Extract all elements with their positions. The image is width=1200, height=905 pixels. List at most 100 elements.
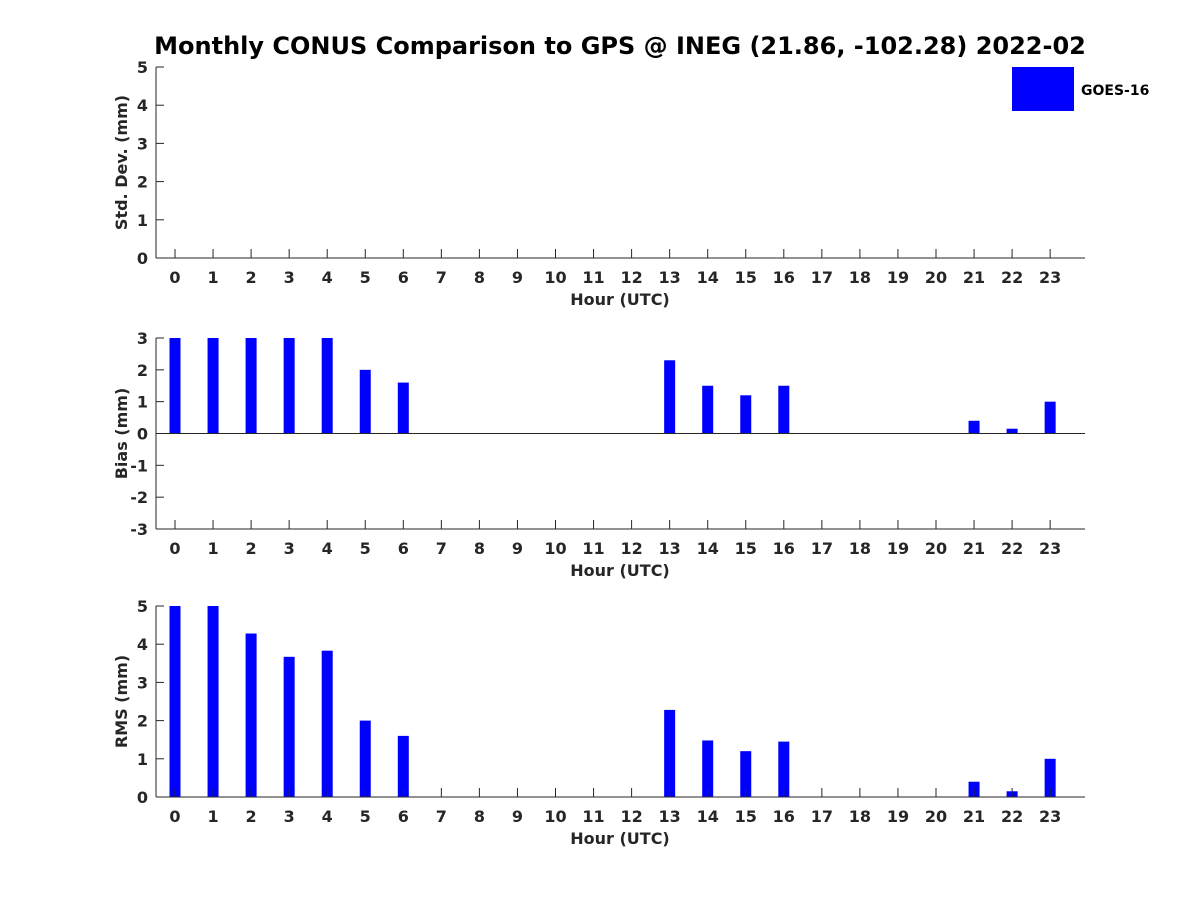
- bias-bar-15: [740, 395, 752, 434]
- std-dev-x-tick-label: 13: [659, 268, 681, 287]
- rms-x-tick-label: 12: [620, 807, 642, 826]
- rms-x-tick-label: 22: [1001, 807, 1023, 826]
- rms-bar-5: [359, 720, 371, 797]
- rms-x-tick-label: 1: [207, 807, 218, 826]
- bias-x-tick-label: 7: [436, 539, 447, 558]
- std-dev-y-tick-label: 2: [137, 173, 148, 192]
- bias-x-tick-label: 0: [169, 539, 180, 558]
- std-dev-x-tick-label: 4: [322, 268, 333, 287]
- std-dev-y-tick-label: 3: [137, 134, 148, 153]
- std-dev-x-tick-label: 7: [436, 268, 447, 287]
- std-dev-y-tick-label: 5: [137, 58, 148, 77]
- bias-x-tick-label: 18: [849, 539, 871, 558]
- std-dev-x-tick-label: 2: [246, 268, 257, 287]
- std-dev-x-tick-label: 17: [811, 268, 833, 287]
- figure-title: Monthly CONUS Comparison to GPS @ INEG (…: [154, 32, 1086, 60]
- bias-x-tick-label: 17: [811, 539, 833, 558]
- bias-bar-5: [359, 369, 371, 434]
- std-dev-x-tick-label: 3: [284, 268, 295, 287]
- rms-y-tick-label: 0: [137, 788, 148, 807]
- bias-y-tick-label: 3: [137, 329, 148, 348]
- rms-bar-6: [397, 735, 409, 797]
- rms-x-tick-label: 4: [322, 807, 333, 826]
- rms-y-tick-label: 3: [137, 673, 148, 692]
- rms-x-tick-label: 17: [811, 807, 833, 826]
- rms-bar-4: [321, 650, 333, 797]
- bias-bar-13: [664, 360, 676, 434]
- bias-y-tick-label: 1: [137, 393, 148, 412]
- std-dev-x-tick-label: 18: [849, 268, 871, 287]
- rms-x-tick-label: 15: [735, 807, 757, 826]
- bias-bar-1: [207, 338, 219, 434]
- legend-swatch: [1012, 67, 1074, 111]
- rms-y-axis-label: RMS (mm): [112, 655, 131, 748]
- bias-bar-0: [169, 338, 181, 434]
- std-dev-x-tick-label: 12: [620, 268, 642, 287]
- bias-bar-6: [397, 382, 409, 434]
- bias-x-tick-label: 12: [620, 539, 642, 558]
- rms-bar-13: [664, 709, 676, 797]
- rms-x-tick-label: 3: [284, 807, 295, 826]
- bias-bar-21: [968, 420, 980, 434]
- bias-x-tick-label: 14: [697, 539, 719, 558]
- std-dev-x-tick-label: 14: [697, 268, 719, 287]
- rms-x-tick-label: 19: [887, 807, 909, 826]
- rms-bar-14: [702, 740, 714, 797]
- legend-label: GOES-16: [1081, 83, 1149, 99]
- std-dev-x-axis-label: Hour (UTC): [570, 290, 670, 309]
- bias-x-tick-label: 13: [659, 539, 681, 558]
- bias-x-tick-label: 1: [207, 539, 218, 558]
- std-dev-y-axis-label: Std. Dev. (mm): [112, 95, 131, 230]
- bias-y-axis-label: Bias (mm): [112, 388, 131, 480]
- rms-x-tick-label: 5: [360, 807, 371, 826]
- bias-bar-22: [1006, 428, 1018, 434]
- rms-bar-3: [283, 656, 295, 797]
- bias-y-tick-label: 0: [137, 425, 148, 444]
- bias-x-tick-label: 11: [582, 539, 604, 558]
- rms-bar-16: [778, 741, 790, 797]
- std-dev-x-tick-label: 16: [773, 268, 795, 287]
- rms-bar-1: [207, 606, 219, 797]
- bias-x-tick-label: 10: [544, 539, 566, 558]
- bias-bar-23: [1044, 401, 1056, 434]
- std-dev-x-tick-label: 20: [925, 268, 947, 287]
- std-dev-y-tick-label: 0: [137, 249, 148, 268]
- bias-x-tick-label: 20: [925, 539, 947, 558]
- std-dev-x-tick-label: 10: [544, 268, 566, 287]
- rms-x-tick-label: 8: [474, 807, 485, 826]
- std-dev-x-tick-label: 19: [887, 268, 909, 287]
- rms-x-tick-label: 6: [398, 807, 409, 826]
- std-dev-x-tick-label: 0: [169, 268, 180, 287]
- legend: GOES-16: [1012, 67, 1149, 111]
- rms-x-tick-label: 9: [512, 807, 523, 826]
- bias-x-tick-label: 19: [887, 539, 909, 558]
- bias-x-tick-label: 4: [322, 539, 333, 558]
- rms-x-tick-label: 13: [659, 807, 681, 826]
- bias-x-tick-label: 9: [512, 539, 523, 558]
- bias-y-tick-label: -2: [130, 488, 148, 507]
- std-dev-x-tick-label: 22: [1001, 268, 1023, 287]
- rms-x-tick-label: 10: [544, 807, 566, 826]
- rms-x-tick-label: 18: [849, 807, 871, 826]
- rms-bar-15: [740, 751, 752, 797]
- bias-bar-4: [321, 338, 333, 434]
- bias-bar-2: [245, 338, 257, 434]
- bias-y-tick-label: -3: [130, 520, 148, 539]
- bias-x-tick-label: 6: [398, 539, 409, 558]
- std-dev-x-tick-label: 6: [398, 268, 409, 287]
- std-dev-y-tick-label: 4: [137, 96, 148, 115]
- rms-x-tick-label: 7: [436, 807, 447, 826]
- bias-x-tick-label: 22: [1001, 539, 1023, 558]
- rms-x-tick-label: 23: [1039, 807, 1061, 826]
- std-dev-x-tick-label: 1: [207, 268, 218, 287]
- bias-x-tick-label: 23: [1039, 539, 1061, 558]
- rms-x-tick-label: 16: [773, 807, 795, 826]
- rms-bar-2: [245, 633, 257, 797]
- bias-x-tick-label: 5: [360, 539, 371, 558]
- bias-x-tick-label: 21: [963, 539, 985, 558]
